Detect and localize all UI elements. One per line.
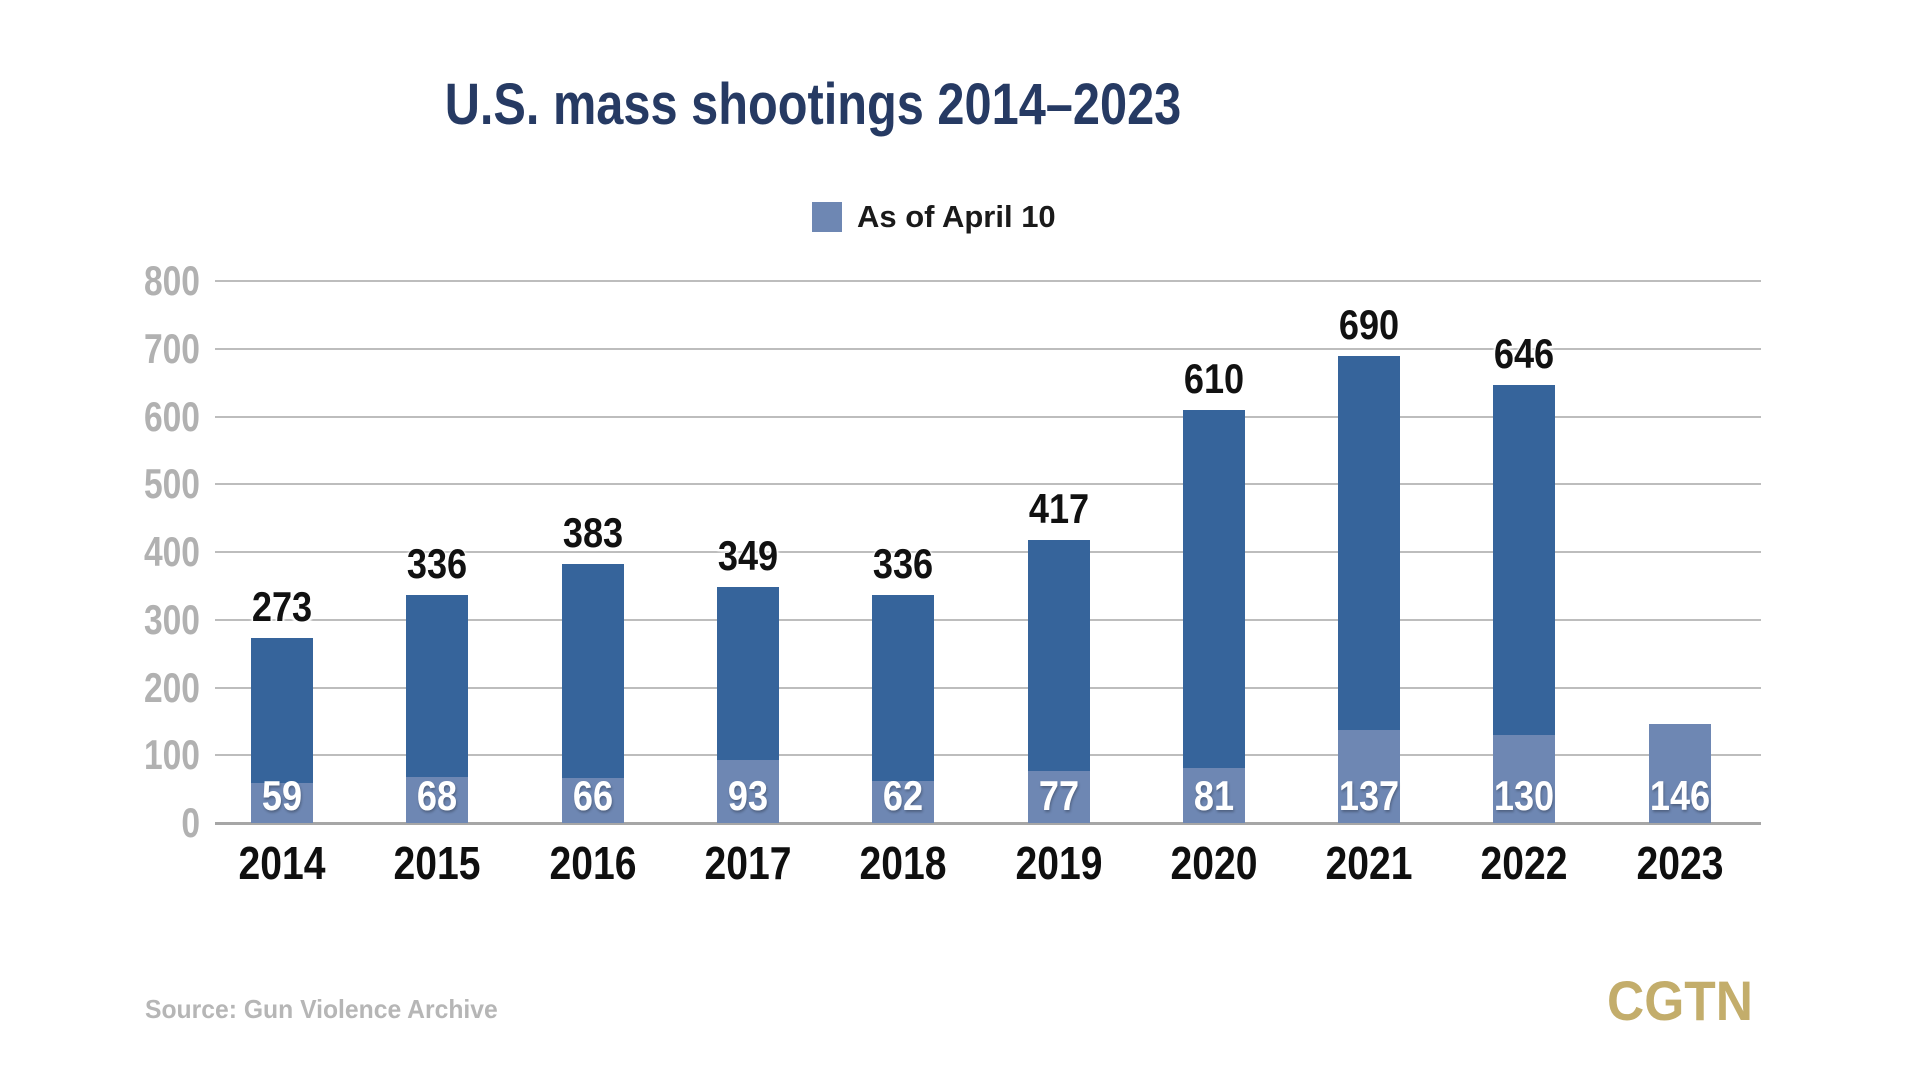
- chart-title: U.S. mass shootings 2014–2023: [444, 72, 1182, 137]
- bar-april-label-2015: 68: [417, 772, 458, 819]
- bar-april-segment-2020: [1182, 768, 1245, 823]
- bar-total-segment-2020: [1182, 409, 1245, 769]
- bar-april-label-2016: 66: [572, 772, 613, 819]
- bar-total-segment-2015: [406, 595, 469, 777]
- y-axis-label-400: 400: [143, 528, 200, 575]
- bar-april-label-2020: 81: [1193, 772, 1234, 819]
- bar-total-label-2015: 336: [407, 540, 468, 588]
- bar-april-label-2014: 59: [261, 772, 303, 819]
- bar-april-label-2018: 62: [883, 772, 924, 819]
- bar-april-segment-2017: [716, 759, 779, 823]
- x-axis-label-2023: 2023: [1636, 837, 1724, 889]
- legend-swatch: [812, 201, 842, 232]
- bar-april-label-2021: 137: [1338, 772, 1400, 819]
- bar-april-label-2022: 130: [1494, 772, 1555, 819]
- bar-total-segment-2021: [1338, 355, 1401, 731]
- x-axis-label-2021: 2021: [1325, 837, 1413, 889]
- gridline-500: [215, 483, 1761, 486]
- x-axis-label-2018: 2018: [859, 837, 947, 889]
- x-axis-label-2017: 2017: [704, 837, 792, 889]
- gridline-700: [215, 347, 1761, 350]
- bar-total-segment-2018: [872, 595, 935, 781]
- bar-total-label-2022: 646: [1494, 330, 1555, 378]
- bar-april-segment-2019: [1027, 770, 1090, 823]
- bar-total-label-2018: 336: [873, 540, 934, 588]
- x-axis-label-2014: 2014: [238, 837, 326, 889]
- bar-total-segment-2017: [716, 586, 779, 760]
- y-axis-label-800: 800: [143, 257, 200, 304]
- gridline-100: [215, 754, 1761, 757]
- legend-label: As of April 10: [857, 199, 1056, 234]
- legend: As of April 10: [812, 201, 1056, 232]
- bar-total-segment-2019: [1027, 540, 1090, 771]
- bar-total-label-2020: 610: [1183, 354, 1244, 402]
- x-axis-label-2020: 2020: [1170, 837, 1258, 889]
- bar-total-segment-2022: [1493, 385, 1556, 735]
- brand-logo: CGTN: [1607, 969, 1753, 1032]
- y-axis-label-100: 100: [143, 731, 200, 779]
- gridline-800: [215, 280, 1761, 282]
- bar-april-segment-2023: [1648, 724, 1711, 823]
- bar-april-segment-2016: [561, 778, 624, 823]
- y-axis-label-600: 600: [143, 392, 200, 440]
- bar-total-label-2021: 690: [1338, 300, 1400, 348]
- bar-april-segment-2014: [251, 783, 313, 823]
- x-axis-label-2015: 2015: [393, 837, 481, 889]
- bar-total-label-2017: 349: [717, 531, 779, 579]
- bar-april-label-2017: 93: [727, 772, 768, 819]
- gridline-400: [215, 551, 1761, 553]
- gridline-0: [215, 821, 1761, 825]
- bar-total-label-2016: 383: [562, 508, 623, 556]
- x-axis-label-2016: 2016: [549, 837, 637, 889]
- bar-total-label-2014: 273: [251, 583, 313, 631]
- y-axis-label-200: 200: [143, 663, 200, 711]
- gridline-300: [215, 618, 1761, 621]
- y-axis-label-300: 300: [143, 595, 200, 643]
- gridline-200: [215, 686, 1761, 689]
- bar-total-segment-2016: [561, 563, 624, 779]
- source-note: Source: Gun Violence Archive: [145, 994, 498, 1024]
- y-axis-label-700: 700: [143, 324, 200, 372]
- y-axis-label-500: 500: [143, 460, 200, 508]
- x-axis-label-2022: 2022: [1480, 837, 1568, 889]
- bar-april-segment-2021: [1338, 730, 1401, 823]
- gridline-600: [215, 415, 1761, 418]
- bar-april-segment-2022: [1493, 734, 1556, 823]
- bar-total-label-2019: 417: [1028, 485, 1089, 533]
- bar-april-label-2023: 146: [1649, 772, 1710, 819]
- bar-april-segment-2018: [872, 780, 935, 823]
- y-axis-label-0: 0: [181, 799, 200, 846]
- x-axis-label-2019: 2019: [1015, 837, 1102, 889]
- bar-april-label-2019: 77: [1038, 772, 1079, 819]
- bar-total-segment-2014: [251, 638, 313, 784]
- bar-april-segment-2015: [406, 776, 469, 823]
